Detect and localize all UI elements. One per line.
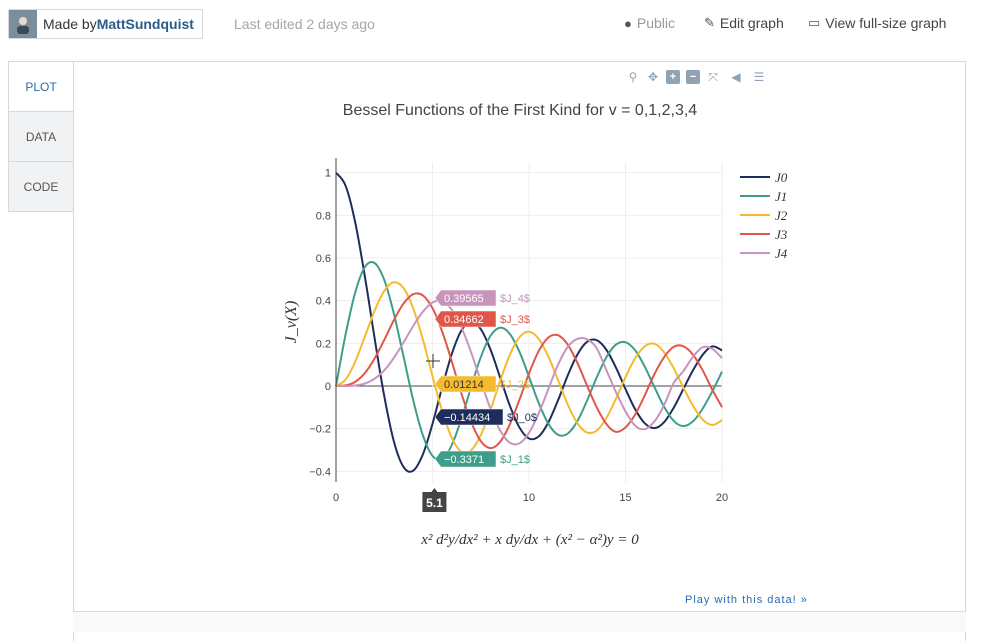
view-full-size-label: View full-size graph: [825, 15, 947, 31]
view-full-size-link[interactable]: ▭ View full-size graph: [808, 15, 946, 31]
hover-series-name: $J_3$: [500, 314, 530, 326]
hover-series-name: $J_2$: [500, 379, 530, 391]
legend-entry: J1: [775, 189, 787, 204]
hover-label-box: [434, 289, 497, 307]
series-line-j3: [335, 292, 723, 450]
autoscale-icon[interactable]: ⤧: [708, 69, 718, 84]
hover-x-value: 5.1: [426, 496, 443, 510]
y-tick-label: 0.2: [316, 338, 331, 350]
view-tabs: PLOT DATA CODE: [8, 61, 74, 212]
hover-value: 0.39565: [444, 293, 484, 305]
bottom-bar: [73, 611, 966, 632]
hover-value: 0.01214: [444, 379, 484, 391]
author-badge[interactable]: Made by MattSundquist: [8, 9, 203, 39]
grid: [336, 162, 723, 482]
series-line-j0: [335, 172, 723, 473]
chart-title: Bessel Functions of the First Kind for v…: [343, 102, 698, 119]
hover-series-name: $J_1$: [500, 454, 530, 466]
x-tick-label: 0: [333, 492, 339, 504]
tab-data[interactable]: DATA: [8, 111, 74, 162]
hover-labels: 0.39565 $J_4$ 0.34662 $J_3$ 0.01214 $J_2$ −0.1…: [422, 289, 537, 512]
hover-label-box: [434, 375, 497, 393]
tab-code[interactable]: CODE: [8, 161, 74, 212]
legend-entry: J4: [775, 246, 788, 261]
public-label: Public: [636, 15, 675, 31]
legend-entry: J0: [775, 170, 788, 185]
legend-entry: J2: [775, 208, 788, 223]
x-tick-label: 15: [619, 492, 631, 504]
hover-compare-icon[interactable]: ☰: [753, 70, 765, 84]
x-tick-label: 10: [523, 492, 535, 504]
modebar: ⚲ ✥ + − ⤧ ◀ ☰: [626, 70, 766, 84]
hover-x-box: [422, 488, 447, 512]
author-link[interactable]: MattSundquist: [96, 16, 194, 32]
zoom-out-icon[interactable]: −: [686, 70, 700, 84]
legend-entry: J3: [775, 227, 788, 242]
zoom-icon[interactable]: ⚲: [628, 70, 638, 84]
y-tick-label: −0.4: [309, 466, 331, 478]
legend: J0 J1 J2 J3 J4: [740, 170, 788, 261]
hover-label-box: [434, 310, 497, 328]
hover-x-label: 5.1: [422, 488, 447, 512]
monitor-icon: ▭: [808, 15, 821, 30]
hover-label: −0.3371 $J_1$: [434, 450, 530, 468]
y-axis-label: J_v(X): [283, 301, 300, 344]
hover-series-name: $J_0$: [507, 412, 537, 424]
hover-label: 0.39565 $J_4$: [434, 289, 530, 307]
pencil-icon: ✎: [704, 15, 715, 30]
hover-label: −0.14434 $J_0$: [434, 408, 537, 426]
hover-closest-icon[interactable]: ◀: [731, 70, 741, 84]
y-tick-label: 0.4: [316, 296, 331, 308]
hover-value: −0.14434: [444, 412, 490, 424]
series-line-j4: [336, 299, 723, 446]
hover-label-box: [434, 450, 497, 468]
pan-icon[interactable]: ✥: [647, 70, 659, 84]
y-tick-label: 0.8: [316, 210, 331, 222]
series-line-j2: [335, 281, 723, 454]
crosshair-icon: [426, 354, 440, 368]
avatar: [9, 10, 37, 38]
equation: x² d²y/dx² + x dy/dx + (x² − α²)y = 0: [420, 532, 639, 548]
axes: −0.4−0.200.20.40.60.810 10 15 20: [309, 158, 728, 504]
globe-icon: ●: [624, 15, 632, 31]
edit-graph-label: Edit graph: [719, 15, 784, 31]
hover-series-name: $J_4$: [500, 293, 530, 305]
hover-label: 0.01214 $J_2$: [434, 375, 530, 393]
series-lines: [335, 172, 723, 473]
zoom-in-icon[interactable]: +: [666, 70, 680, 84]
tab-plot[interactable]: PLOT: [8, 61, 74, 112]
made-by-label: Made by: [43, 16, 97, 32]
y-tick-label: 0.6: [316, 253, 331, 265]
hover-label: 0.34662 $J_3$: [434, 310, 530, 328]
hover-label-box: [434, 408, 504, 426]
y-tick-label: 0: [325, 381, 331, 393]
play-with-data-link[interactable]: Play with this data! »: [685, 594, 808, 606]
series-line-j1: [335, 261, 723, 461]
x-tick-label: 20: [716, 492, 728, 504]
hover-value: −0.3371: [444, 454, 484, 466]
edit-graph-link[interactable]: ✎ Edit graph: [704, 15, 784, 31]
last-edited: Last edited 2 days ago: [234, 16, 375, 32]
y-tick-label: 1: [325, 168, 331, 180]
y-tick-label: −0.2: [309, 424, 331, 436]
hover-value: 0.34662: [444, 314, 484, 326]
public-status[interactable]: ● Public: [624, 15, 675, 31]
